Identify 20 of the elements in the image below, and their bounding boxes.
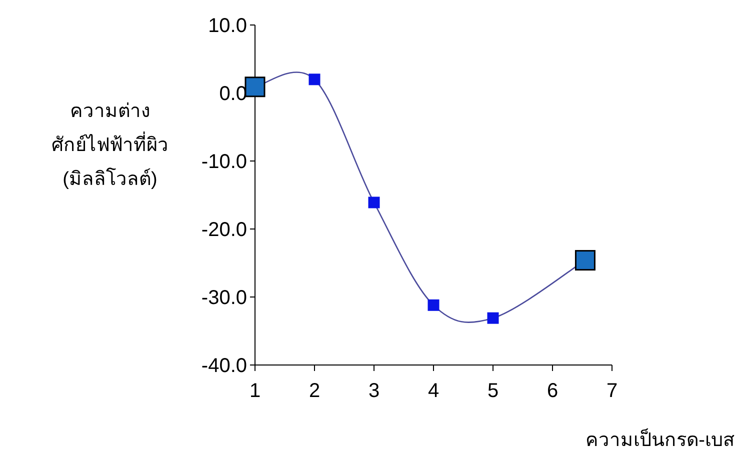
y-tick-label: -20.0 <box>201 219 247 241</box>
x-tick-label: 7 <box>606 380 618 402</box>
x-tick-label: 6 <box>546 380 558 402</box>
y-tick-label: 10.0 <box>208 15 247 37</box>
y-axis-title: ความต่าง ศักย์ไฟฟ้าที่ผิว (มิลลิโวลต์) <box>52 101 168 190</box>
x-tick-label: 2 <box>308 380 320 402</box>
point <box>368 196 380 208</box>
x-tick-label: 3 <box>368 380 380 402</box>
x-tick-label: 5 <box>487 380 499 402</box>
point <box>244 76 266 98</box>
x-tick-label: 4 <box>428 380 440 402</box>
point <box>308 74 320 86</box>
point <box>574 250 596 271</box>
y-tick-label: -30.0 <box>201 287 247 309</box>
y-tick-label: -10.0 <box>201 151 247 173</box>
x-axis-title: ความเป็นกรด-เบส <box>586 427 735 451</box>
x-tick-label: 1 <box>249 380 261 402</box>
point <box>487 312 499 324</box>
y-tick-label: -40.0 <box>201 355 247 377</box>
point <box>428 299 440 311</box>
